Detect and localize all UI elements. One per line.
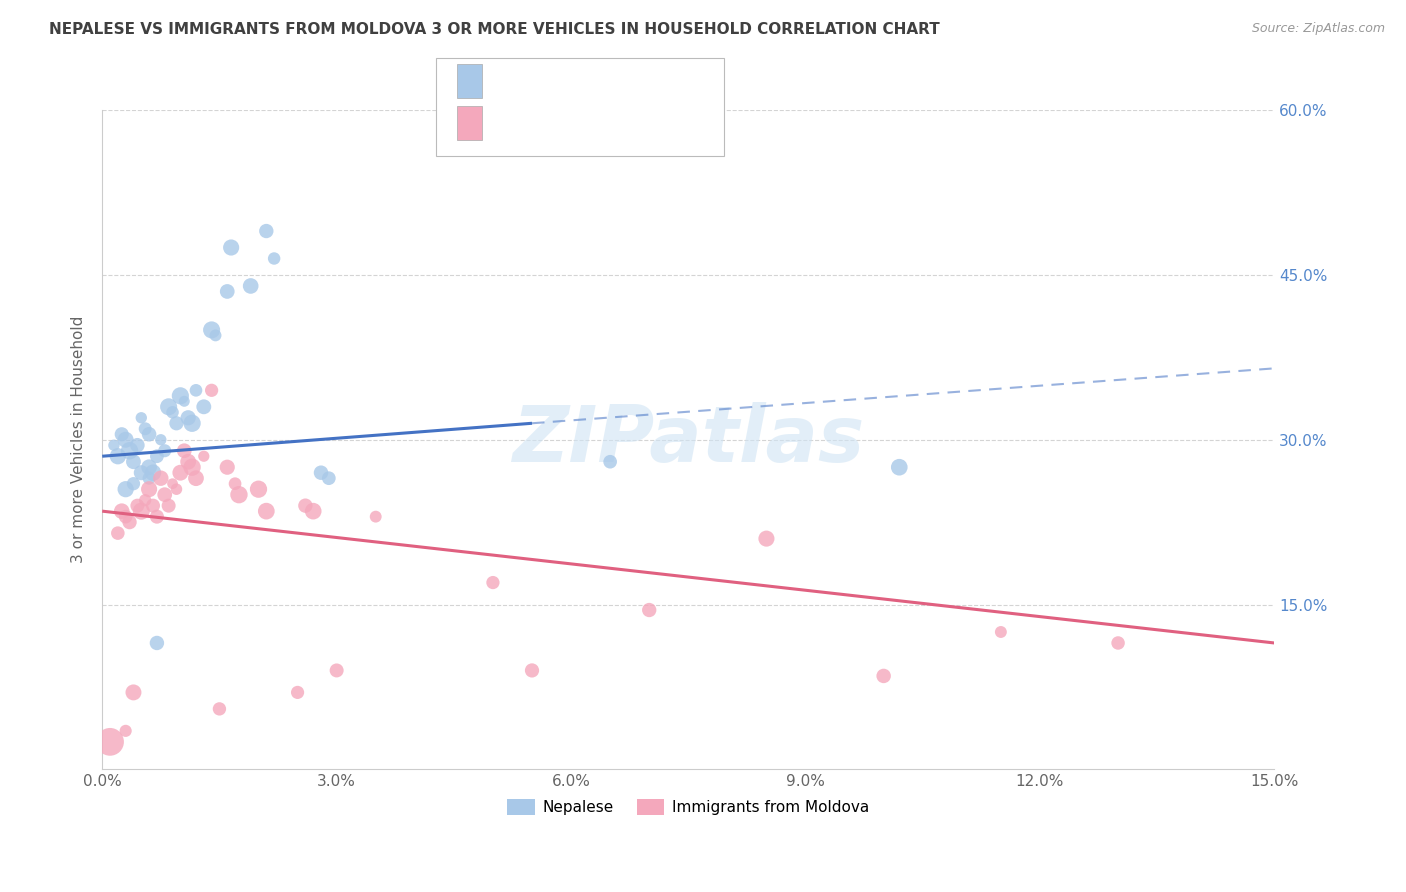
Point xyxy=(217,460,239,475)
Point xyxy=(318,471,340,485)
Point xyxy=(122,455,145,469)
Point xyxy=(181,460,204,475)
Text: Source: ZipAtlas.com: Source: ZipAtlas.com xyxy=(1251,22,1385,36)
Text: ZIPatlas: ZIPatlas xyxy=(512,401,865,478)
Point xyxy=(1107,636,1129,650)
Point xyxy=(114,482,136,496)
Point xyxy=(263,252,285,266)
Point xyxy=(146,509,169,524)
Point xyxy=(122,685,145,699)
Point xyxy=(134,422,156,436)
Point xyxy=(153,488,176,502)
Point xyxy=(520,664,543,678)
Point xyxy=(107,526,129,541)
Text: R =: R = xyxy=(494,74,522,88)
Point xyxy=(138,471,160,485)
Point xyxy=(111,504,134,518)
Point xyxy=(638,603,661,617)
Point xyxy=(193,400,215,414)
Point xyxy=(287,685,309,699)
Point xyxy=(872,669,894,683)
Point xyxy=(142,466,165,480)
Point xyxy=(129,410,152,425)
Point xyxy=(162,476,184,491)
Point xyxy=(118,443,141,458)
Text: R =: R = xyxy=(494,116,522,130)
Point xyxy=(173,443,195,458)
Point xyxy=(138,482,160,496)
Legend: Nepalese, Immigrants from Moldova: Nepalese, Immigrants from Moldova xyxy=(502,793,876,821)
Text: N = 43: N = 43 xyxy=(605,116,662,130)
Point xyxy=(181,417,204,431)
Point xyxy=(129,504,152,518)
Point xyxy=(219,240,242,254)
Point xyxy=(127,438,149,452)
Point xyxy=(217,285,239,299)
Point xyxy=(599,455,621,469)
Point xyxy=(114,509,136,524)
Point xyxy=(224,476,246,491)
Point xyxy=(201,323,224,337)
Point xyxy=(149,433,172,447)
Point xyxy=(165,417,187,431)
Point xyxy=(239,279,262,293)
Point xyxy=(247,482,270,496)
Point xyxy=(114,433,136,447)
Text: N = 40: N = 40 xyxy=(605,74,662,88)
Point xyxy=(98,735,121,749)
Point xyxy=(254,504,277,518)
Point xyxy=(129,466,152,480)
Point xyxy=(165,482,187,496)
Point xyxy=(103,438,125,452)
Point xyxy=(482,575,505,590)
Point xyxy=(193,449,215,463)
Point xyxy=(201,384,224,398)
Point xyxy=(142,499,165,513)
Point xyxy=(364,509,387,524)
Point xyxy=(138,460,160,475)
Point xyxy=(157,400,180,414)
Point xyxy=(990,625,1012,640)
Point xyxy=(153,443,176,458)
Point xyxy=(889,460,911,475)
Point xyxy=(157,499,180,513)
Point xyxy=(138,427,160,442)
Point xyxy=(169,389,191,403)
Point xyxy=(302,504,325,518)
Point xyxy=(173,394,195,409)
Point xyxy=(325,664,347,678)
Point xyxy=(107,449,129,463)
Point xyxy=(169,466,191,480)
Point xyxy=(184,471,207,485)
Point xyxy=(228,488,250,502)
Point xyxy=(755,532,778,546)
Text: 0.151: 0.151 xyxy=(534,74,593,88)
Point xyxy=(146,449,169,463)
Point xyxy=(114,723,136,738)
Point xyxy=(111,427,134,442)
Point xyxy=(184,384,207,398)
Point xyxy=(177,410,200,425)
Point xyxy=(294,499,316,513)
Point xyxy=(162,405,184,419)
Point xyxy=(204,328,226,343)
Point xyxy=(118,515,141,529)
Point xyxy=(208,702,231,716)
Point xyxy=(149,471,172,485)
Point xyxy=(254,224,277,238)
Point xyxy=(309,466,332,480)
Point xyxy=(127,499,149,513)
Text: NEPALESE VS IMMIGRANTS FROM MOLDOVA 3 OR MORE VEHICLES IN HOUSEHOLD CORRELATION : NEPALESE VS IMMIGRANTS FROM MOLDOVA 3 OR… xyxy=(49,22,941,37)
Point xyxy=(146,636,169,650)
Point xyxy=(134,493,156,508)
Point xyxy=(177,455,200,469)
Text: -0.28: -0.28 xyxy=(534,116,578,130)
Point xyxy=(122,476,145,491)
Y-axis label: 3 or more Vehicles in Household: 3 or more Vehicles in Household xyxy=(72,316,86,564)
